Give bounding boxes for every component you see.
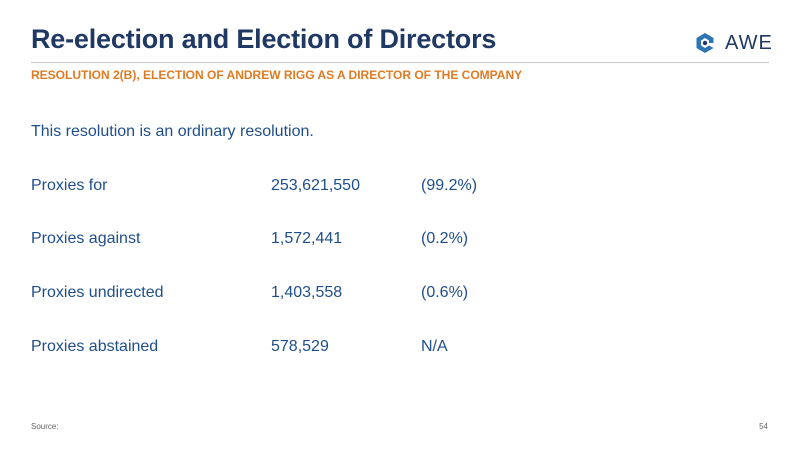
intro-text: This resolution is an ordinary resolutio…: [31, 123, 314, 140]
page-number: 54: [759, 422, 768, 431]
proxy-percent: (0.6%): [421, 284, 469, 301]
awe-logo-icon: [693, 31, 717, 55]
proxy-percent: (0.2%): [421, 230, 469, 247]
source-note: Source:: [31, 422, 59, 431]
proxy-label: Proxies undirected: [31, 284, 164, 301]
proxy-value: 1,403,558: [271, 284, 343, 301]
logo-text: AWE: [725, 32, 773, 54]
proxy-percent: (99.2%): [421, 177, 478, 194]
proxy-label: Proxies abstained: [31, 338, 159, 355]
proxy-value: 578,529: [271, 338, 329, 355]
proxy-value: 1,572,441: [271, 230, 343, 247]
proxy-label: Proxies against: [31, 230, 141, 247]
company-logo: AWE: [693, 31, 773, 55]
page-title: Re-election and Election of Directors: [31, 24, 497, 54]
proxy-label: Proxies for: [31, 177, 108, 194]
proxy-value: 253,621,550: [271, 177, 360, 194]
header-divider: [31, 62, 769, 63]
resolution-subtitle: RESOLUTION 2(B), ELECTION OF ANDREW RIGG…: [31, 68, 523, 82]
proxy-percent: N/A: [421, 338, 448, 355]
